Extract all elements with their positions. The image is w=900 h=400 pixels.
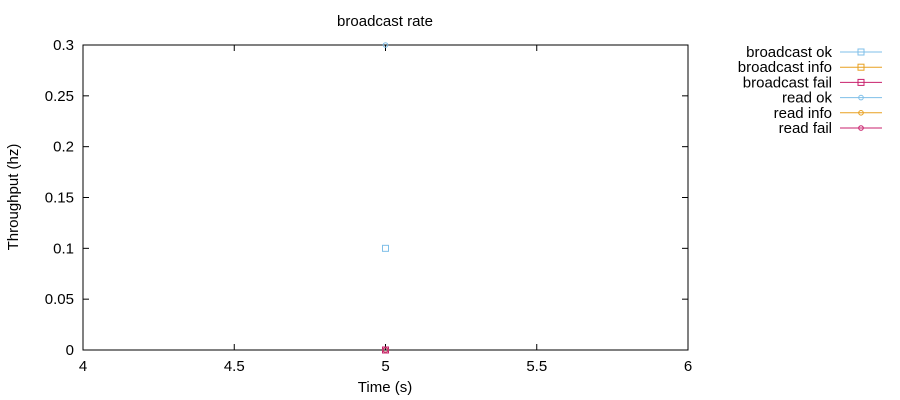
data-points	[382, 42, 389, 354]
x-axis-ticks: 4 4.5 5 5.5 6	[79, 45, 692, 375]
legend-label-read-fail: read fail	[779, 120, 832, 137]
legend-marker-read-ok	[858, 94, 864, 101]
legend-label-broadcast-fail: broadcast fail	[743, 74, 832, 91]
y-tick-label: 0.1	[53, 240, 74, 257]
x-tick-label: 5.5	[526, 358, 547, 375]
legend-label-read-info: read info	[774, 105, 832, 122]
x-tick-label: 4	[79, 358, 87, 375]
y-tick-label: 0.05	[45, 291, 74, 308]
legend-marker-read-fail	[858, 125, 864, 131]
y-axis-label: Throughput (hz)	[5, 144, 22, 251]
legend-marker-read-info	[858, 110, 864, 116]
y-tick-label: 0.25	[45, 88, 74, 105]
x-tick-label: 4.5	[224, 358, 245, 375]
read-fail-point	[382, 347, 389, 353]
y-tick-label: 0.2	[53, 139, 74, 156]
legend-label-broadcast-ok: broadcast ok	[746, 44, 832, 61]
read-ok-point	[382, 42, 389, 48]
x-tick-label: 6	[684, 358, 692, 375]
legend-marker-broadcast-ok	[857, 48, 865, 56]
chart-title: broadcast rate	[337, 13, 433, 30]
x-axis-label: Time (s)	[358, 379, 412, 396]
legend-label-broadcast-info: broadcast info	[738, 59, 832, 76]
y-tick-label: 0.15	[45, 190, 74, 207]
plot-frame	[82, 44, 689, 351]
legend-marker-broadcast-fail	[857, 78, 865, 86]
y-axis-ticks: 0 0.05 0.1 0.15 0.2 0.25 0.3	[45, 37, 688, 359]
broadcast-ok-point	[382, 244, 389, 252]
y-tick-label: 0	[66, 342, 74, 359]
x-tick-label: 5	[381, 358, 389, 375]
legend-marker-broadcast-info	[857, 63, 865, 71]
legend-label-read-ok: read ok	[782, 90, 833, 107]
y-tick-label: 0.3	[53, 37, 74, 54]
broadcast-fail-point	[382, 346, 389, 354]
